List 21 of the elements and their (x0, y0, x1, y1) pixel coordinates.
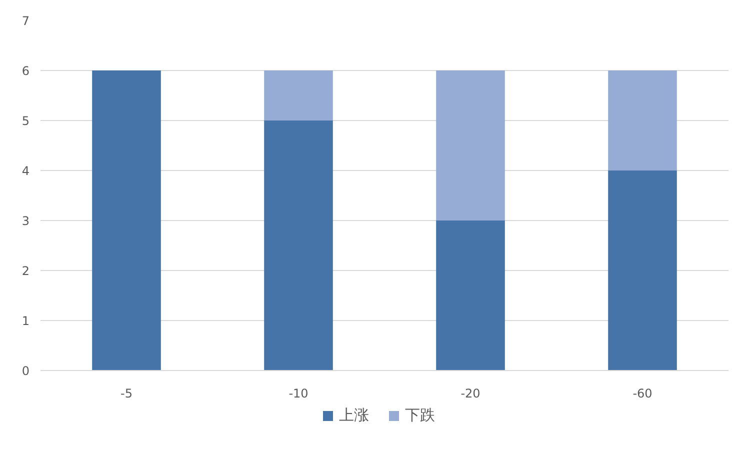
y-tick-label: 3 (22, 214, 30, 228)
legend-label: 下跌 (405, 405, 435, 426)
bar (608, 170, 677, 370)
y-tick-label: 5 (22, 114, 30, 128)
y-tick-label: 7 (22, 14, 30, 28)
bar (264, 120, 333, 370)
bar (92, 70, 161, 370)
bar (436, 70, 505, 220)
legend-label: 上涨 (339, 405, 369, 426)
y-tick-label: 2 (22, 264, 30, 278)
bar (436, 220, 505, 370)
x-tick-label: -60 (632, 386, 652, 400)
bar (264, 70, 333, 120)
x-tick-label: -20 (460, 386, 480, 400)
x-tick-label: -5 (120, 386, 132, 400)
y-tick-label: 6 (22, 64, 30, 78)
x-tick-label: -10 (288, 386, 308, 400)
y-tick-label: 4 (22, 164, 30, 178)
y-tick-label: 0 (22, 364, 30, 378)
y-tick-label: 1 (22, 314, 30, 328)
bar (608, 70, 677, 170)
